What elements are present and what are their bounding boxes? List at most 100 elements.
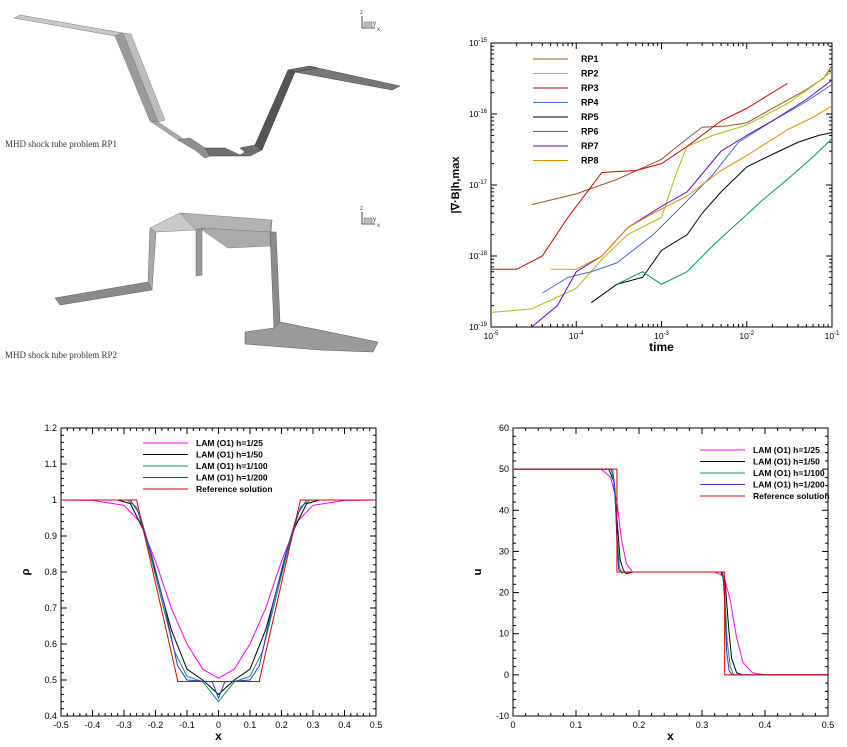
rho-chart: -0.5 -0.4 -0.3 -0.2 -0.1 0 0.1 0.2 0.3 0.4 0.5 0.4 0… [20, 423, 383, 743]
x-tick-label: 0.5 [822, 720, 835, 730]
x-tick-exponent: -5 [493, 331, 499, 337]
x-axis-label: x [215, 729, 222, 742]
series-line-4 [542, 84, 832, 294]
x-tick-exponent: -1 [834, 331, 840, 337]
triad-x-label: x [377, 27, 380, 33]
legend-label: RP3 [581, 83, 599, 93]
series-line-2 [61, 499, 376, 696]
x-tick-label: 10-4 [569, 331, 584, 341]
legend-label: LAM (O1) h=1/25 [753, 445, 820, 455]
x-axis-label: time [649, 340, 674, 354]
rho-chart-panel: -0.5 -0.4 -0.3 -0.2 -0.1 0 0.1 0.2 0.3 0.4 0.5 0.4 0… [0, 372, 423, 743]
legend-label: LAM (O1) h=1/50 [753, 457, 820, 467]
y-tick-exponent: -17 [478, 180, 487, 186]
divb-chart: 10-5 10-4 10-3 10-2 10-1 10-19 10-18 10-17 10-16… [450, 38, 840, 354]
y-axis-label: ρ [20, 568, 32, 575]
x-tick-label: 0.5 [370, 720, 383, 730]
x-tick-label: 0.4 [759, 720, 772, 730]
y-tick-label: 10-18 [469, 251, 488, 261]
x-tick-exponent: -2 [749, 331, 755, 337]
y-tick-label: -10 [496, 711, 509, 721]
series-line-5 [590, 131, 832, 304]
triad-z-label: z [360, 206, 363, 212]
y-tick-label: 20 [499, 588, 509, 598]
y-tick-label: 50 [499, 464, 509, 474]
y-tick-label: 60 [499, 423, 509, 433]
y-tick-label: 0.8 [44, 567, 57, 577]
y-tick-label: 10-16 [469, 109, 488, 119]
y-tick-label: 1 [52, 495, 57, 505]
axis-triad-icon: z y x [360, 206, 380, 229]
y-tick-label: 10-15 [469, 38, 488, 48]
legend-label: LAM (O1) h=1/50 [196, 450, 263, 460]
x-tick-label: -0.1 [179, 720, 195, 730]
x-tick-label: 0.3 [307, 720, 320, 730]
y-tick-exponent: -19 [478, 322, 487, 328]
y-tick-label: 0.9 [44, 531, 57, 541]
legend-label: LAM (O1) h=1/25 [196, 438, 263, 448]
x-tick-label: 0.1 [570, 720, 583, 730]
series-line-1 [61, 499, 376, 679]
y-tick-exponent: -18 [478, 251, 487, 257]
y-tick-label: 1.2 [44, 423, 57, 433]
x-tick-label: 0.1 [244, 720, 257, 730]
y-tick-label: 10-17 [469, 180, 488, 190]
x-tick-label: 0.2 [633, 720, 646, 730]
x-tick-exponent: -4 [578, 331, 584, 337]
legend-label: RP5 [581, 112, 599, 122]
surface-panel: MHD shock tube problem RP1 z y x MHD sho… [0, 0, 423, 372]
legend-label: Reference solution [196, 484, 273, 494]
y-tick-label: 10-19 [469, 322, 488, 332]
legend-label: Reference solution [753, 491, 830, 501]
x-tick-label: 0.2 [275, 720, 288, 730]
x-tick-label: 0 [510, 720, 515, 730]
x-tick-label: 10-2 [739, 331, 754, 341]
axis-triad-icon: z y x [360, 10, 380, 33]
series-line-7 [531, 79, 832, 327]
rp1-surface [13, 14, 401, 159]
legend-label: LAM (O1) h=1/100 [196, 461, 268, 471]
series-line-5 [513, 468, 828, 676]
series-line-3 [61, 499, 376, 703]
y-tick-exponent: -15 [478, 38, 487, 44]
y-tick-label: 0.7 [44, 603, 57, 613]
series-line-4 [61, 499, 376, 700]
u-chart-panel: 0 0.1 0.2 0.3 0.4 0.5 -10 0 10 20 30 40 50 60 x u LAM (O… [423, 372, 847, 743]
divb-chart-panel: 10-5 10-4 10-3 10-2 10-1 10-19 10-18 10-17 10-16… [423, 0, 847, 372]
legend-label: LAM (O1) h=1/100 [753, 468, 825, 478]
triad-z-label: z [360, 10, 363, 16]
x-tick-label: 0.3 [696, 720, 709, 730]
x-tick-label: 10-5 [484, 331, 499, 341]
x-tick-exponent: -3 [664, 331, 670, 337]
legend-label: RP6 [581, 127, 599, 137]
series-line-3 [491, 82, 788, 270]
x-tick-label: 0 [216, 720, 221, 730]
rp2-surface [54, 212, 379, 353]
surface-rp1: MHD shock tube problem RP1 z y x MHD sho… [5, 10, 401, 360]
legend-label: LAM (O1) h=1/200 [753, 480, 825, 490]
triad-x-label: x [377, 223, 380, 229]
y-tick-exponent: -16 [478, 109, 487, 115]
y-tick-label: 30 [499, 546, 509, 556]
y-axis-label: u [472, 569, 484, 576]
x-tick-label: -0.3 [116, 720, 132, 730]
rp2-caption: MHD shock tube problem RP2 [5, 350, 117, 360]
series-line-6 [616, 138, 832, 285]
y-tick-label: 0.6 [44, 639, 57, 649]
y-tick-label: 0 [504, 670, 509, 680]
legend-label: RP4 [581, 98, 599, 108]
y-tick-label: 0.5 [44, 675, 57, 685]
y-tick-label: 1.1 [44, 459, 57, 469]
y-axis-label: |∇·B|h,max [450, 156, 462, 214]
x-tick-label: 10-3 [654, 331, 669, 341]
x-axis-label: x [667, 729, 674, 742]
x-tick-label: 10-1 [825, 331, 840, 341]
series-line-8 [550, 105, 832, 270]
triad-y-label: y [373, 21, 376, 27]
series-line-2 [491, 70, 832, 314]
plot-frame [60, 427, 377, 717]
legend-label: RP7 [581, 141, 599, 151]
y-tick-label: 10 [499, 629, 509, 639]
legend-label: RP1 [581, 54, 599, 64]
